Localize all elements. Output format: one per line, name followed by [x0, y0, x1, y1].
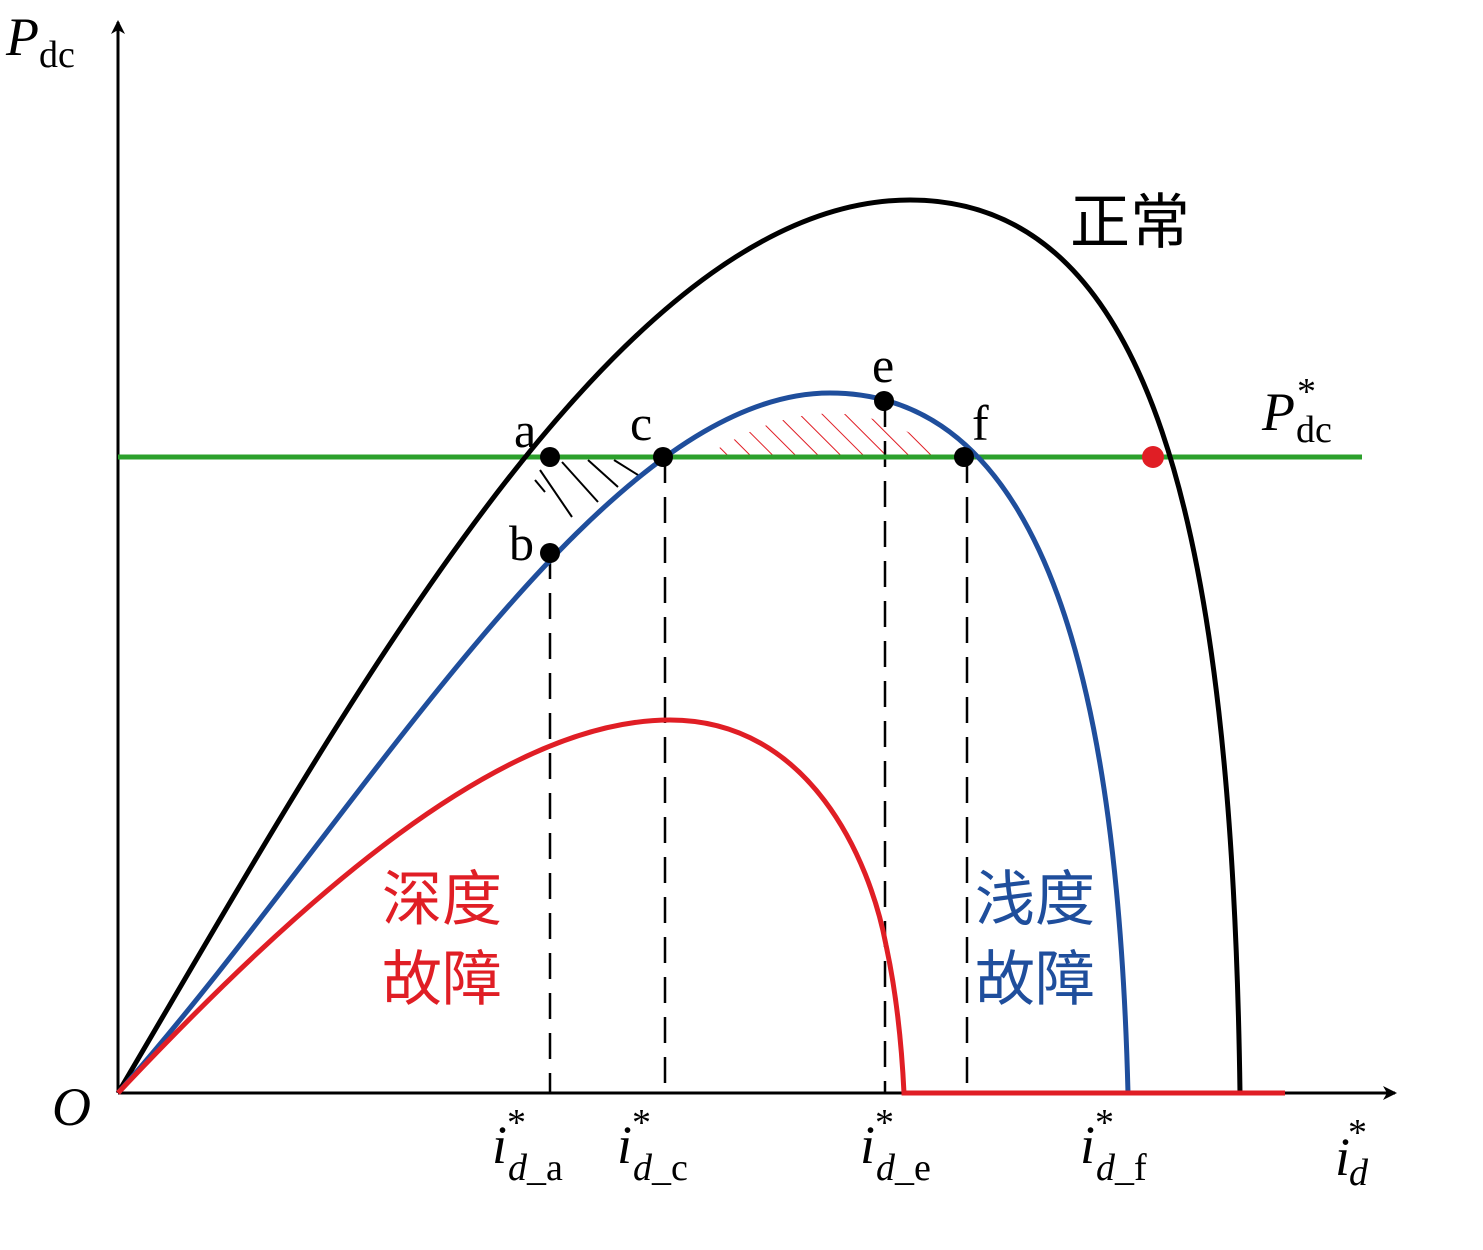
- shallow-label: 浅度: [975, 867, 1095, 933]
- shallow-label: 故障: [975, 947, 1095, 1013]
- normal-curve: [115, 197, 1243, 1095]
- intersection-point: [1142, 446, 1164, 468]
- x-axis-label: i* d: [1335, 1112, 1369, 1194]
- x-tick-label: i* d_a: [492, 1102, 563, 1189]
- normal-label: 正常: [1070, 190, 1190, 256]
- x-tick-label: i* d_f: [1080, 1102, 1147, 1189]
- dashed-guides: [548, 401, 969, 1093]
- points: [540, 391, 974, 563]
- point-label: e: [872, 337, 894, 393]
- deep-label: 深度: [382, 867, 502, 933]
- deep-label: 故障: [382, 947, 502, 1013]
- point-label: c: [630, 395, 652, 451]
- shallow-fault-curve: [116, 390, 1131, 1095]
- x-tick-labels: i* d_a i* d_c i* d_e i* d_f: [492, 1102, 1147, 1189]
- point-label: f: [972, 395, 989, 451]
- deep-fault-curve: [116, 717, 1285, 1096]
- reference-label: P* dc: [1261, 371, 1332, 451]
- point-label: b: [509, 515, 534, 571]
- hatch-area-black: [534, 459, 639, 518]
- y-axis-label: Pdc: [5, 7, 75, 76]
- hatch-area-red: [705, 413, 948, 457]
- origin-label: O: [52, 1077, 91, 1137]
- x-tick-label: i* d_e: [860, 1102, 931, 1189]
- point-label: a: [514, 402, 536, 458]
- x-tick-label: i* d_c: [617, 1102, 688, 1189]
- point-labels: a b c e f: [509, 337, 989, 571]
